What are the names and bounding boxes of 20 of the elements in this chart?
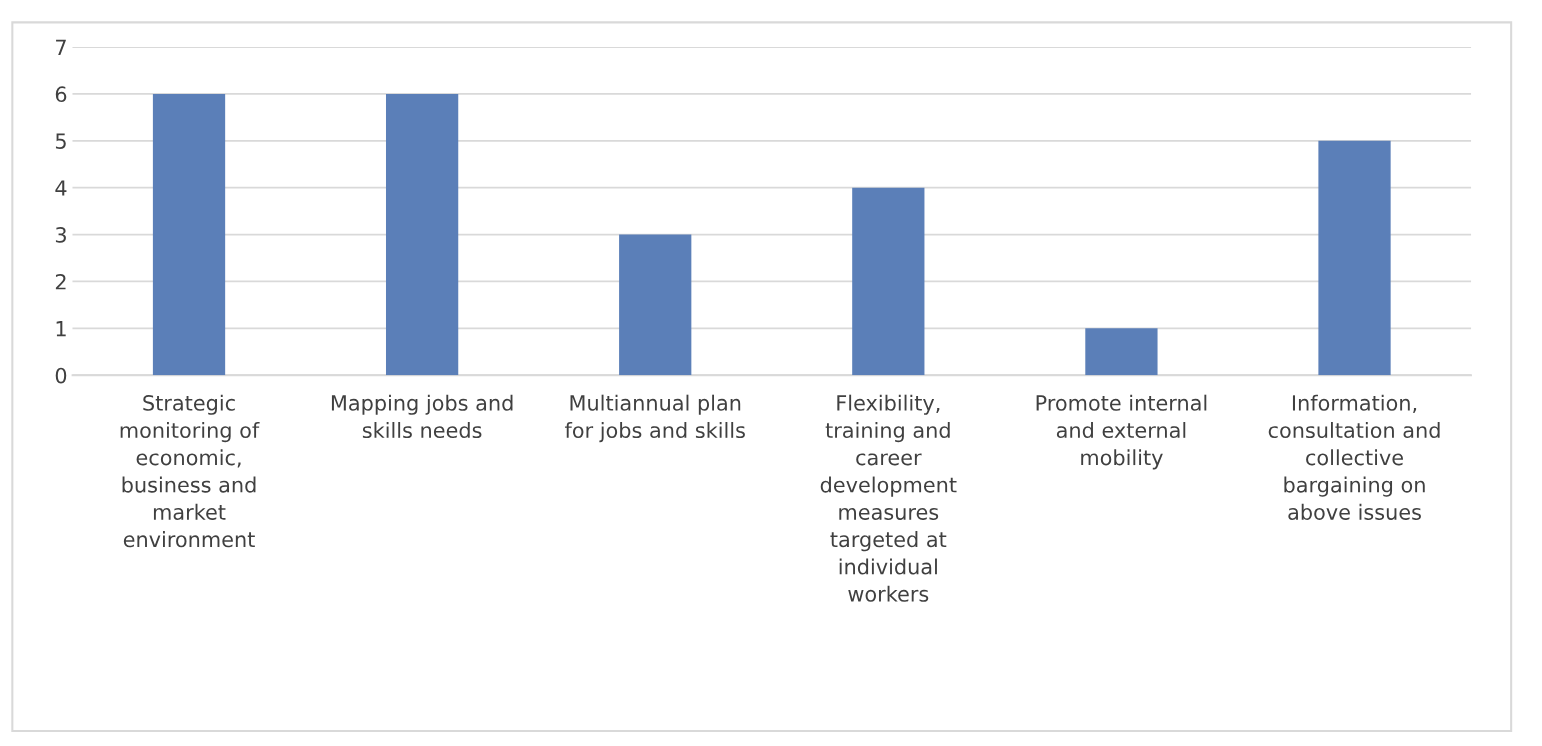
x-tick-label: Information, consultation and collective bargaining on above issues	[1268, 394, 1440, 520]
y-tick-label: 6	[55, 86, 67, 103]
bar	[852, 187, 925, 376]
bar	[152, 93, 226, 376]
y-tick-label: 0	[55, 367, 67, 384]
y-tick-label: 3	[55, 227, 66, 243]
y-tick-label: 7	[56, 39, 66, 55]
y-tick-label: 4	[55, 180, 67, 196]
x-tick-label: Multiannual plan for jobs and skills	[564, 394, 745, 443]
x-tick-label: Strategic monitoring of economic, business and market environment	[120, 394, 260, 548]
x-tick-label: Promote internal and external mobility	[1036, 394, 1207, 470]
bar	[1085, 328, 1158, 376]
bar	[619, 234, 692, 376]
x-tick-label: Mapping jobs and skills needs	[331, 394, 513, 439]
x-tick-label: Flexibility, training and career development measures targeted at individual workers	[820, 394, 957, 602]
bar	[1318, 140, 1391, 376]
y-tick-label: 1	[56, 321, 66, 337]
y-tick-label: 5	[55, 133, 66, 149]
bar	[385, 93, 459, 376]
y-tick-label: 2	[55, 273, 66, 290]
